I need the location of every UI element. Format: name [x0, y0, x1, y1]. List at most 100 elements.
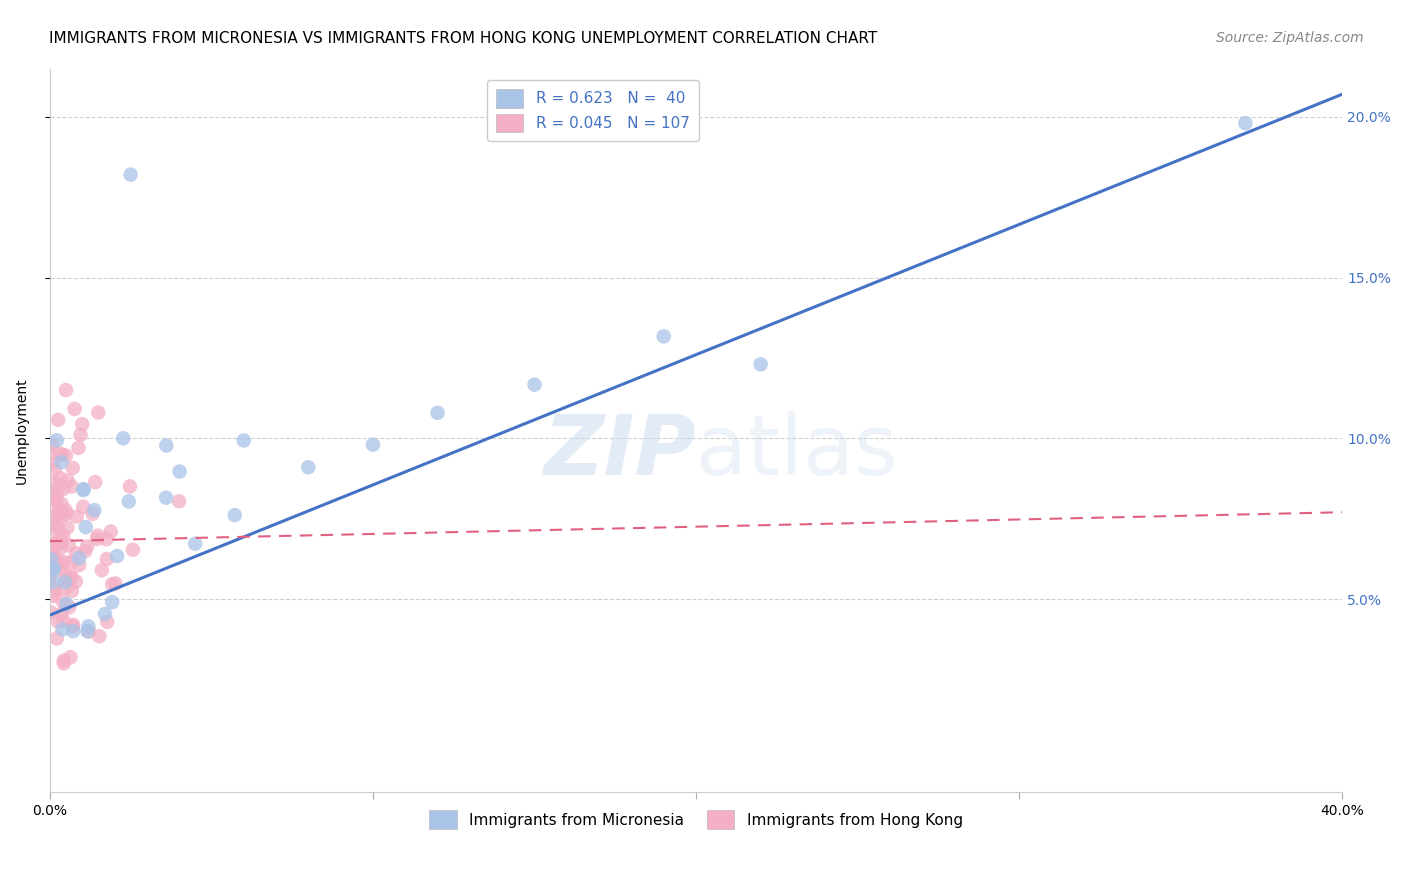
Point [41, 488, 63, 502]
Point [83, 503, 105, 517]
Point [38, 571, 60, 585]
Point [67, 551, 90, 566]
Point [84, 475, 107, 489]
Point [49, 532, 72, 546]
Point [118, 479, 141, 493]
Point [167, 494, 190, 508]
Point [184, 537, 207, 551]
Point [41, 543, 63, 558]
Point [44, 582, 66, 596]
Point [72, 482, 94, 496]
Point [120, 168, 142, 182]
Point [55, 383, 77, 397]
Point [70, 417, 93, 431]
Point [66, 509, 89, 524]
Point [232, 434, 254, 448]
Point [55, 568, 77, 582]
Point [41, 437, 63, 451]
Point [44, 475, 66, 490]
Point [48, 505, 70, 519]
Point [155, 438, 177, 452]
Point [41, 549, 63, 564]
Point [62, 617, 84, 632]
Point [155, 491, 177, 505]
Point [169, 465, 191, 479]
Point [39, 605, 62, 619]
Point [52, 614, 75, 628]
Point [46, 615, 69, 629]
Point [51, 508, 73, 522]
Point [87, 528, 110, 542]
Point [42, 552, 65, 566]
Point [51, 535, 73, 549]
Point [101, 595, 124, 609]
Point [42, 574, 65, 589]
Point [49, 561, 72, 575]
Point [41, 549, 63, 564]
Point [39, 548, 62, 562]
Point [65, 546, 87, 560]
Point [76, 624, 98, 639]
Point [44, 585, 66, 599]
Point [49, 471, 72, 485]
Text: ZIP: ZIP [544, 411, 696, 492]
Point [39, 556, 62, 570]
Point [46, 483, 69, 497]
Y-axis label: Unemployment: Unemployment [15, 377, 30, 483]
Point [49, 505, 72, 519]
Point [96, 532, 118, 546]
Point [51, 623, 73, 637]
Point [51, 448, 73, 462]
Point [65, 574, 87, 589]
Legend: Immigrants from Micronesia, Immigrants from Hong Kong: Immigrants from Micronesia, Immigrants f… [423, 804, 969, 835]
Point [63, 401, 86, 416]
Point [55, 581, 77, 595]
Point [60, 571, 83, 585]
Point [44, 516, 66, 531]
Point [100, 524, 122, 539]
Point [55, 503, 77, 517]
Point [77, 619, 100, 633]
Point [41, 457, 63, 471]
Text: Source: ZipAtlas.com: Source: ZipAtlas.com [1216, 31, 1364, 45]
Point [51, 497, 73, 511]
Point [426, 406, 449, 420]
Point [39, 567, 62, 582]
Point [44, 538, 66, 552]
Point [52, 529, 75, 543]
Point [46, 413, 69, 427]
Text: atlas: atlas [696, 411, 898, 492]
Point [56, 572, 79, 586]
Point [42, 491, 65, 506]
Point [72, 483, 94, 497]
Point [58, 538, 80, 552]
Point [60, 479, 83, 493]
Point [39, 515, 62, 529]
Point [224, 508, 246, 523]
Point [86, 532, 108, 546]
Point [56, 520, 79, 534]
Point [41, 542, 63, 557]
Point [39, 540, 62, 554]
Point [53, 555, 76, 569]
Point [60, 583, 83, 598]
Point [39, 552, 62, 566]
Point [51, 593, 73, 607]
Point [51, 455, 73, 469]
Point [46, 505, 69, 519]
Point [55, 507, 77, 521]
Point [49, 556, 72, 570]
Point [55, 449, 77, 463]
Point [90, 563, 112, 577]
Point [44, 535, 66, 549]
Point [101, 577, 124, 591]
Point [42, 561, 65, 575]
Point [52, 657, 75, 671]
Point [67, 558, 90, 572]
Point [96, 552, 118, 566]
Point [53, 575, 76, 590]
Point [45, 632, 67, 646]
Point [105, 549, 128, 563]
Point [652, 329, 675, 343]
Point [45, 554, 67, 568]
